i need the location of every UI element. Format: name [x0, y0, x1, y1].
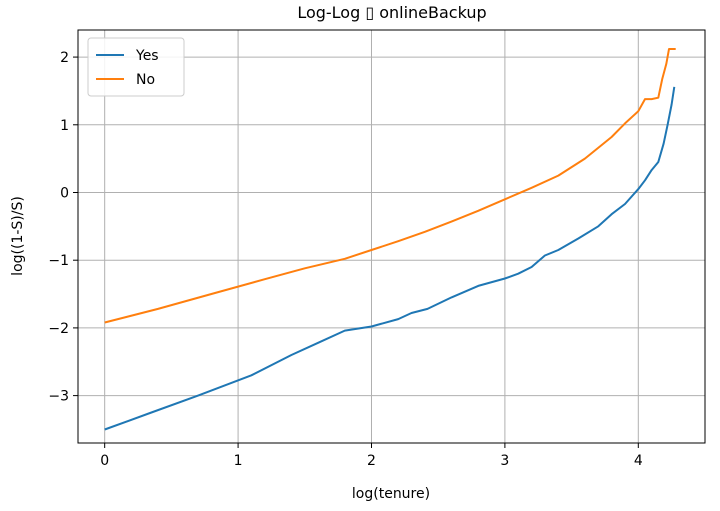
y-tick-label: −1 — [48, 253, 69, 269]
series-lines — [104, 48, 676, 431]
legend-label-yes: Yes — [135, 48, 159, 64]
plot-frame — [77, 29, 706, 444]
x-tick-label: 2 — [367, 453, 376, 469]
y-tick-label: −3 — [48, 389, 69, 405]
legend: Yes No — [87, 37, 185, 97]
chart-title: Log-Log ▯ onlineBackup — [297, 3, 486, 22]
x-tick-label: 1 — [234, 453, 243, 469]
y-tick-label: 1 — [60, 118, 69, 134]
axis-ticks: 0 1 2 3 4 −3 −2 −1 0 1 2 — [48, 50, 642, 469]
y-axis-label: log((1-S)/S) — [10, 196, 26, 276]
y-tick-label: −2 — [48, 321, 69, 337]
x-axis-label: log(tenure) — [352, 486, 430, 502]
legend-box — [87, 37, 185, 97]
y-tick-label: 2 — [60, 50, 69, 66]
x-tick-label: 0 — [100, 453, 109, 469]
x-tick-label: 3 — [500, 453, 509, 469]
series-line-no — [104, 48, 676, 324]
legend-label-no: No — [136, 72, 155, 88]
y-tick-label: 0 — [60, 185, 69, 201]
x-tick-label: 4 — [634, 453, 643, 469]
series-line-yes — [104, 86, 676, 431]
